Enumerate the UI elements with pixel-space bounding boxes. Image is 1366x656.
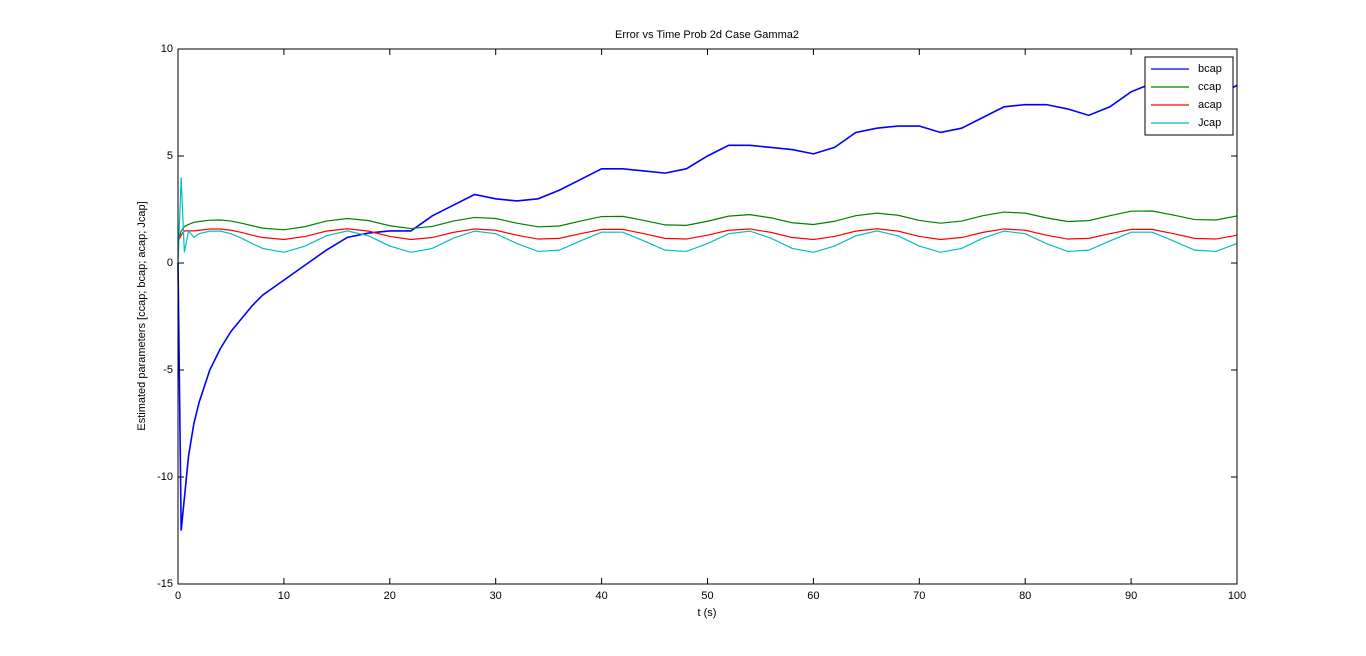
x-tick-label: 70 <box>913 590 925 602</box>
x-tick-label: 20 <box>384 590 396 602</box>
y-tick-label: 0 <box>167 257 173 269</box>
legend-label: acap <box>1198 99 1222 111</box>
series-line <box>177 82 1238 531</box>
x-tick-label: 30 <box>490 590 502 602</box>
x-tick-label: 40 <box>595 590 607 602</box>
x-tick-label: 60 <box>807 590 819 602</box>
legend-label: ccap <box>1198 81 1221 93</box>
x-tick-label: 0 <box>175 590 181 602</box>
x-axis-label: t (s) <box>698 607 717 619</box>
x-tick-label: 100 <box>1228 590 1246 602</box>
series-line <box>177 177 1238 264</box>
x-tick-label: 90 <box>1125 590 1137 602</box>
series-line <box>177 228 1238 242</box>
x-tick-label: 50 <box>701 590 713 602</box>
y-tick-label: -10 <box>157 471 173 483</box>
y-tick-label: 10 <box>161 43 173 55</box>
y-tick-label: -5 <box>163 364 173 376</box>
x-tick-label: 80 <box>1019 590 1031 602</box>
legend-label: bcap <box>1198 63 1222 75</box>
y-tick-label: -15 <box>157 578 173 590</box>
y-axis-label: Estimated parameters [ccap; bcap; acap; … <box>136 201 148 430</box>
legend-box <box>1144 56 1234 136</box>
chart-title: Error vs Time Prob 2d Case Gamma2 <box>615 29 799 41</box>
legend-label: Jcap <box>1198 117 1221 129</box>
series-line <box>177 210 1238 242</box>
x-tick-label: 10 <box>278 590 290 602</box>
y-tick-label: 5 <box>167 150 173 162</box>
